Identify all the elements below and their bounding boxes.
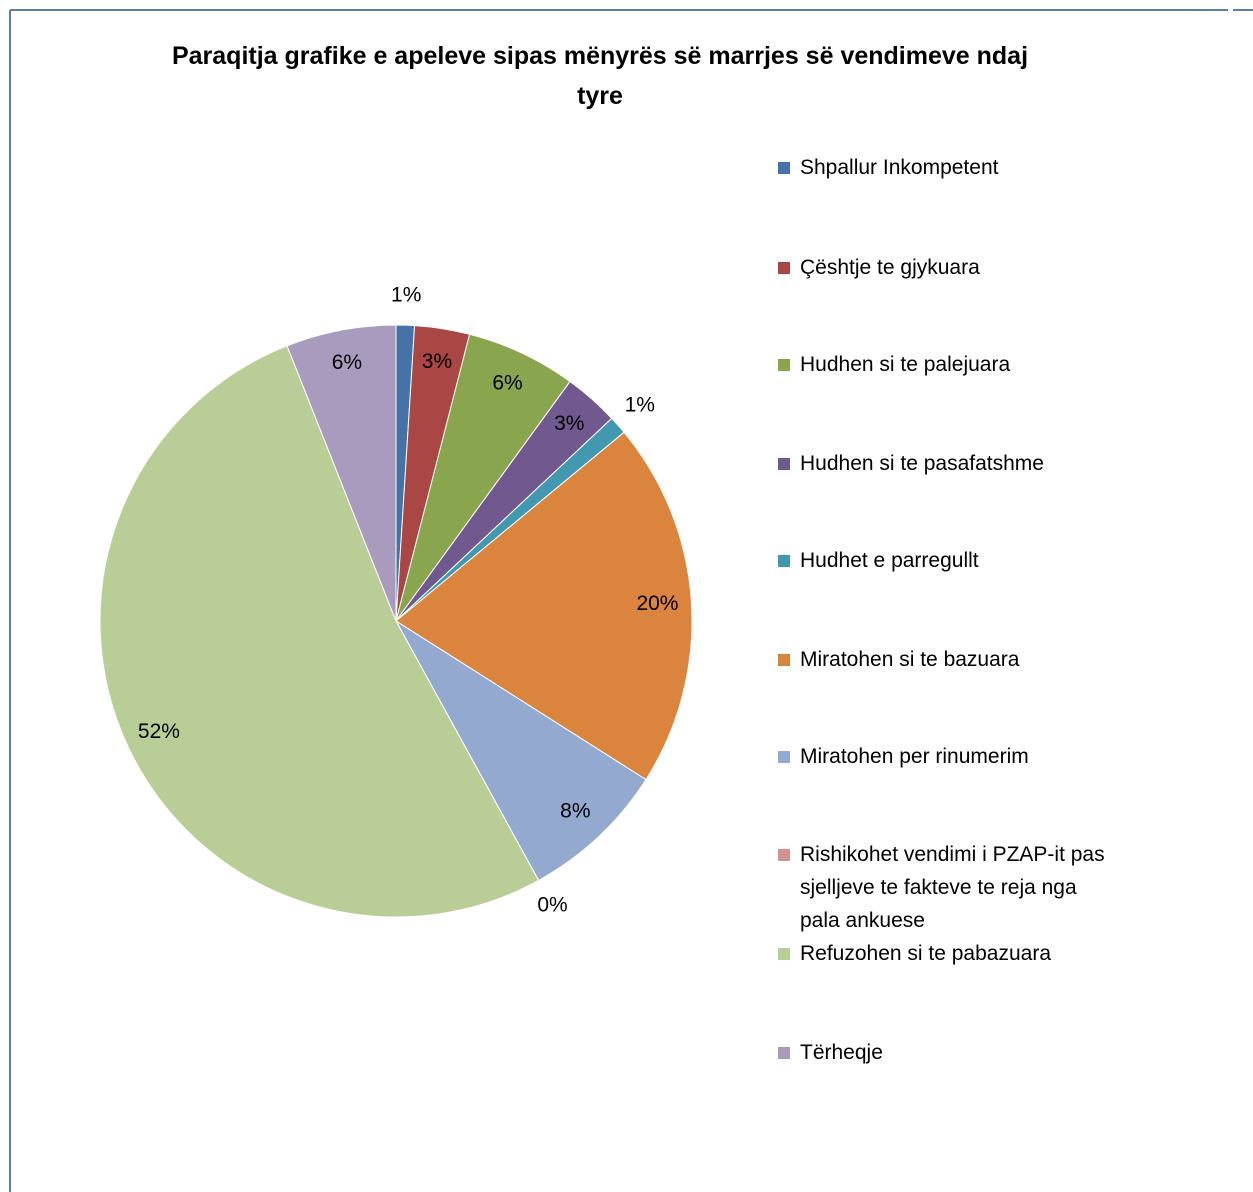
legend-swatch <box>778 359 790 371</box>
data-label: 6% <box>492 371 522 394</box>
pie-slice <box>99 345 540 918</box>
data-label: 20% <box>636 592 678 615</box>
pie-slice <box>395 431 693 781</box>
legend-label: Hudhen si te pasafatshme <box>800 452 1044 475</box>
legend-label: Hudhet e parregullt <box>800 549 979 572</box>
data-label: 8% <box>560 800 590 823</box>
legend-item: Tërheqje <box>778 1036 1108 1069</box>
legend-item: Refuzohen si te pabazuara <box>778 937 1108 970</box>
legend-label: Çështje te gjykuara <box>800 256 980 279</box>
data-label: 3% <box>554 412 584 435</box>
legend-item: Shpallur Inkompetent <box>778 151 1108 184</box>
legend-swatch <box>778 849 790 861</box>
legend-item: Miratohen per rinumerim <box>778 740 1108 773</box>
legend-label: Hudhen si te palejuara <box>800 353 1011 376</box>
legend-item: Hudhen si te palejuara <box>778 348 1108 381</box>
data-label: 6% <box>332 351 362 374</box>
legend-label: Shpallur Inkompetent <box>800 156 999 179</box>
legend-item: Çështje te gjykuara <box>778 251 1108 284</box>
legend-item: Hudhet e parregullt <box>778 544 1108 577</box>
legend-swatch <box>778 654 790 666</box>
legend-label: Tërheqje <box>800 1041 883 1064</box>
data-label: 3% <box>422 350 452 373</box>
pie-slice <box>286 324 397 622</box>
data-label: 1% <box>625 394 655 417</box>
legend-swatch <box>778 162 790 174</box>
legend-swatch <box>778 262 790 274</box>
legend-item: Hudhen si te pasafatshme <box>778 447 1108 480</box>
legend-item: Rishikohet vendimi i PZAP-it pas sjellje… <box>778 838 1108 937</box>
legend-swatch <box>778 458 790 470</box>
data-label: 52% <box>138 720 180 743</box>
data-label: 1% <box>391 284 421 307</box>
legend-item: Miratohen si te bazuara <box>778 643 1108 676</box>
legend-swatch <box>778 1047 790 1059</box>
legend-swatch <box>778 555 790 567</box>
legend-label: Miratohen si te bazuara <box>800 648 1020 671</box>
chart-title: Paraqitja grafike e apeleve sipas mënyrë… <box>171 42 1029 110</box>
pie-slice <box>395 620 647 882</box>
legend-label: Refuzohen si te pabazuara <box>800 942 1052 965</box>
legend-label: Rishikohet vendimi i PZAP-it pas sjellje… <box>800 843 1105 932</box>
legend-label: Miratohen per rinumerim <box>800 745 1029 768</box>
legend-swatch <box>778 948 790 960</box>
data-label: 0% <box>537 893 567 916</box>
legend-swatch <box>778 751 790 763</box>
